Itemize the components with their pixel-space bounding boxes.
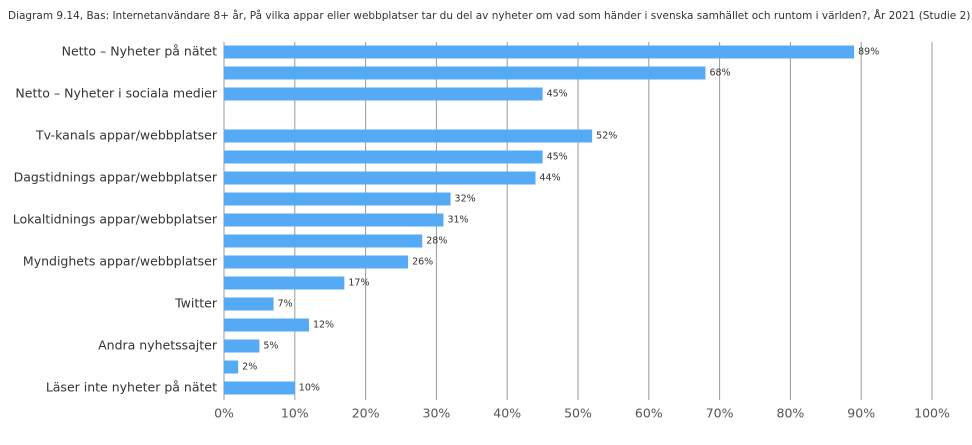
value-label: 45% bbox=[547, 89, 568, 100]
bar bbox=[224, 360, 239, 374]
bar bbox=[224, 234, 423, 248]
bar bbox=[224, 318, 309, 332]
value-label: 2% bbox=[242, 362, 257, 373]
bar bbox=[224, 129, 593, 143]
value-label: 32% bbox=[455, 194, 476, 205]
y-tick-label: Dagstidnings appar/webbplatser bbox=[14, 170, 218, 185]
bar bbox=[224, 171, 536, 185]
bar bbox=[224, 276, 345, 290]
value-label: 10% bbox=[299, 383, 320, 394]
bar bbox=[224, 297, 274, 311]
y-tick-label: Myndighets appar/webbplatser bbox=[23, 254, 218, 269]
bar bbox=[224, 192, 451, 206]
x-tick-label: 20% bbox=[352, 406, 380, 421]
x-tick-label: 80% bbox=[777, 406, 805, 421]
y-tick-label: Netto – Nyheter i sociala medier bbox=[15, 86, 217, 101]
value-label: 31% bbox=[447, 215, 468, 226]
y-tick-label: Andra nyhetssajter bbox=[98, 338, 218, 353]
x-tick-label: 40% bbox=[493, 406, 521, 421]
bar bbox=[224, 339, 260, 353]
value-label: 26% bbox=[412, 257, 433, 268]
y-tick-label: Lokaltidnings appar/webbplatser bbox=[13, 212, 218, 227]
bar bbox=[224, 66, 706, 80]
bar bbox=[224, 255, 409, 269]
x-tick-label: 70% bbox=[706, 406, 734, 421]
bar bbox=[224, 381, 295, 395]
bar bbox=[224, 87, 543, 101]
value-label: 28% bbox=[426, 236, 447, 247]
value-label: 7% bbox=[278, 299, 293, 310]
value-label: 52% bbox=[596, 131, 617, 142]
chart-title: Diagram 9.14, Bas: Internetanvändare 8+ … bbox=[8, 9, 970, 22]
y-tick-label: Netto – Nyheter på nätet bbox=[62, 44, 217, 59]
x-tick-label: 10% bbox=[281, 406, 309, 421]
bar bbox=[224, 45, 855, 59]
value-label: 68% bbox=[709, 68, 730, 79]
x-tick-label: 30% bbox=[423, 406, 451, 421]
x-tick-label: 90% bbox=[847, 406, 875, 421]
x-tick-label: 50% bbox=[564, 406, 592, 421]
value-label: 5% bbox=[263, 341, 278, 352]
value-label: 12% bbox=[313, 320, 334, 331]
x-tick-label: 60% bbox=[635, 406, 663, 421]
bar bbox=[224, 150, 543, 164]
y-tick-label: Tv-kanals appar/webbplatser bbox=[35, 128, 218, 143]
value-label: 89% bbox=[858, 47, 879, 58]
y-tick-label: Läser inte nyheter på nätet bbox=[46, 380, 217, 395]
value-label: 45% bbox=[547, 152, 568, 163]
x-tick-label: 0% bbox=[214, 406, 234, 421]
x-tick-label: 100% bbox=[914, 406, 950, 421]
value-label: 44% bbox=[540, 173, 561, 184]
value-label: 17% bbox=[348, 278, 369, 289]
bar bbox=[224, 213, 444, 227]
y-tick-label: Twitter bbox=[174, 296, 218, 311]
